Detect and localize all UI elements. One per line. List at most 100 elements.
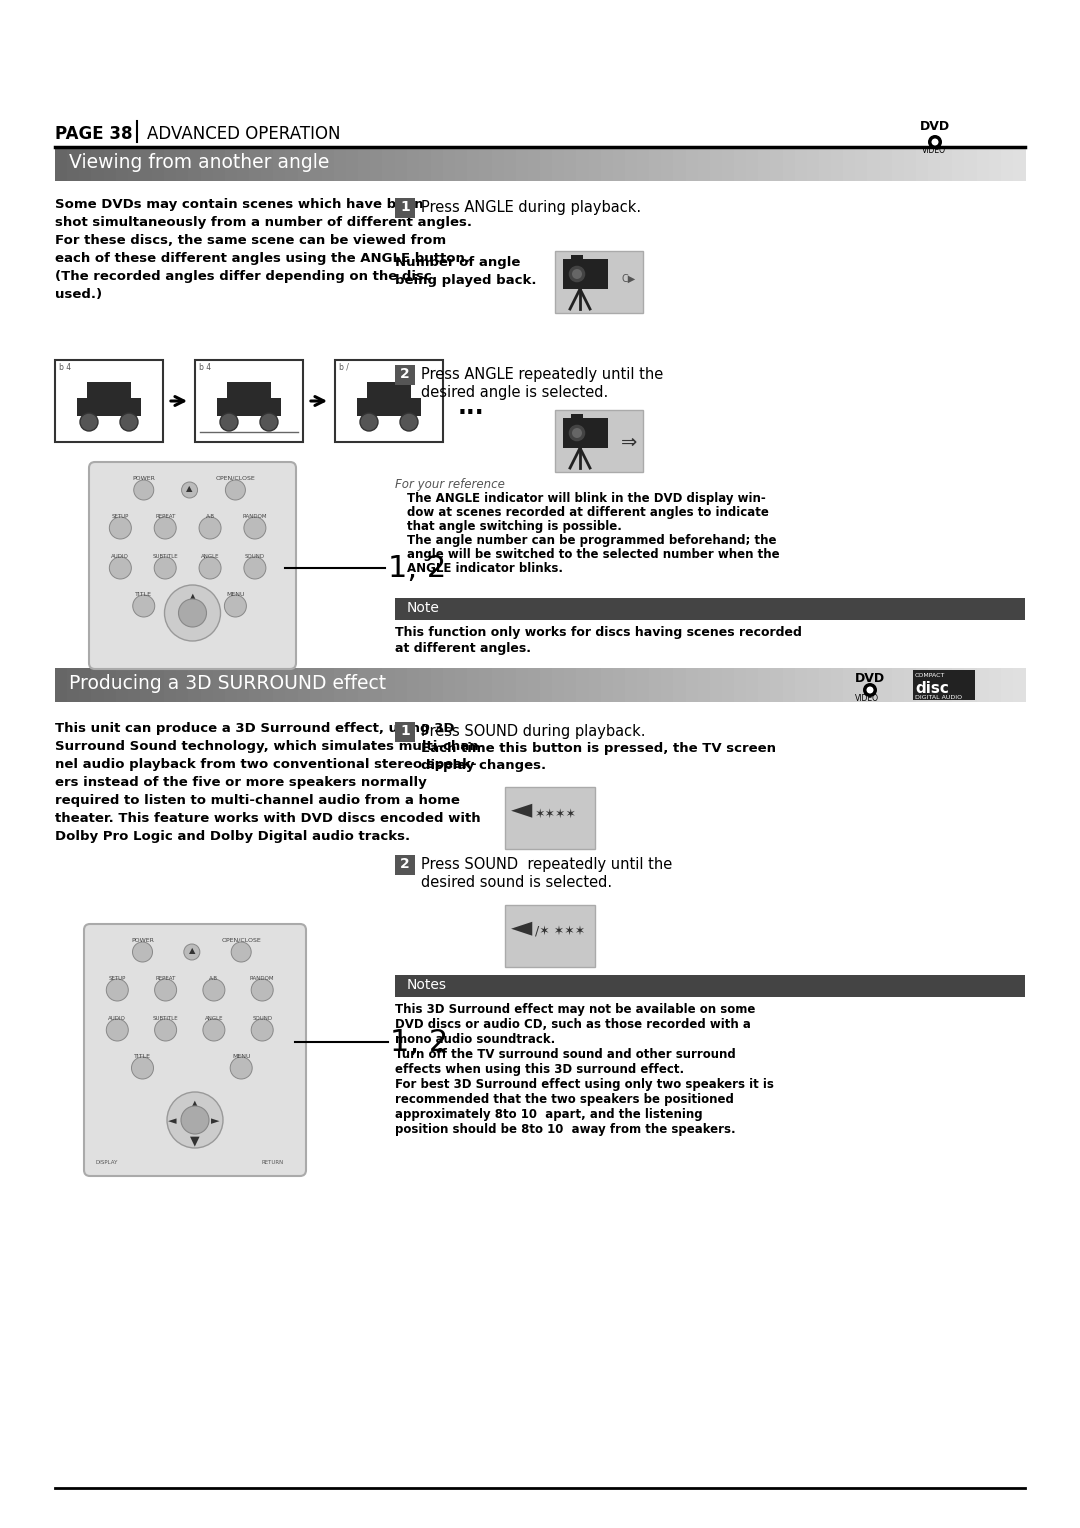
Bar [746, 148, 759, 180]
Text: 2: 2 [400, 857, 410, 871]
Bar [431, 148, 444, 180]
Circle shape [928, 134, 942, 150]
Text: RETURN: RETURN [262, 1160, 284, 1164]
Circle shape [252, 979, 273, 1001]
Bar [1001, 148, 1014, 180]
Text: TITLE: TITLE [135, 591, 152, 597]
Text: MENU: MENU [226, 591, 245, 597]
Bar [637, 668, 650, 701]
Text: VIDEO: VIDEO [922, 147, 946, 154]
Bar [625, 148, 638, 180]
Bar [892, 148, 905, 180]
Text: OPEN/CLOSE: OPEN/CLOSE [221, 938, 261, 943]
Bar [261, 668, 274, 701]
Bar [227, 382, 271, 400]
Bar [225, 668, 238, 701]
Bar [879, 668, 893, 701]
Circle shape [400, 413, 418, 431]
Bar [552, 148, 565, 180]
Bar [116, 668, 129, 701]
Bar [661, 668, 674, 701]
Bar [879, 148, 893, 180]
Text: ANGLE indicator blinks.: ANGLE indicator blinks. [407, 562, 563, 575]
Bar [55, 361, 163, 442]
Bar [770, 668, 783, 701]
Bar [555, 251, 643, 313]
Circle shape [178, 599, 206, 626]
Bar [953, 148, 966, 180]
Bar [359, 148, 372, 180]
Bar [104, 148, 117, 180]
Circle shape [109, 516, 132, 539]
Circle shape [225, 594, 246, 617]
Bar [734, 148, 747, 180]
Bar [285, 668, 298, 701]
Bar [127, 668, 140, 701]
Bar [843, 148, 856, 180]
Bar [468, 668, 481, 701]
Bar [571, 255, 583, 263]
Bar [370, 668, 383, 701]
Text: nel audio playback from two conventional stereo speak-: nel audio playback from two conventional… [55, 758, 476, 772]
Text: b /: b / [339, 364, 349, 371]
Text: Notes: Notes [407, 978, 447, 992]
Bar [419, 148, 432, 180]
Bar [503, 148, 516, 180]
Bar [67, 148, 80, 180]
Bar [1013, 668, 1026, 701]
Bar [213, 148, 226, 180]
Bar [140, 668, 153, 701]
Bar [164, 668, 177, 701]
Circle shape [120, 413, 138, 431]
Text: ADVANCED OPERATION: ADVANCED OPERATION [147, 125, 340, 144]
Text: ▲: ▲ [189, 946, 195, 955]
Bar [443, 668, 456, 701]
Bar [795, 148, 808, 180]
Text: A-B: A-B [205, 513, 215, 520]
Bar [563, 419, 608, 448]
Bar [698, 148, 711, 180]
Bar [394, 668, 407, 701]
Text: Press SOUND  repeatedly until the: Press SOUND repeatedly until the [421, 857, 672, 872]
Text: ⇒: ⇒ [621, 432, 637, 452]
Bar [516, 148, 529, 180]
Bar [940, 148, 954, 180]
Bar [867, 148, 880, 180]
Bar [346, 668, 360, 701]
Text: The angle number can be programmed beforehand; the: The angle number can be programmed befor… [407, 533, 777, 547]
Bar [213, 668, 226, 701]
Bar [152, 668, 165, 701]
Text: Press ANGLE during playback.: Press ANGLE during playback. [421, 200, 642, 215]
FancyBboxPatch shape [89, 461, 296, 669]
Text: at different angles.: at different angles. [395, 642, 531, 656]
Text: SETUP: SETUP [111, 513, 129, 520]
Bar [831, 148, 845, 180]
Bar [310, 148, 323, 180]
Bar [491, 148, 504, 180]
Bar [710, 148, 723, 180]
Circle shape [863, 683, 877, 697]
Bar [710, 668, 723, 701]
Circle shape [109, 558, 132, 579]
Text: SUBTITLE: SUBTITLE [152, 1016, 178, 1021]
Text: ►: ► [211, 1115, 219, 1126]
Text: Producing a 3D SURROUND effect: Producing a 3D SURROUND effect [69, 674, 387, 694]
Circle shape [572, 269, 582, 280]
Bar [661, 148, 674, 180]
Bar [395, 597, 1025, 620]
Text: ▲: ▲ [188, 591, 198, 604]
Text: POWER: POWER [131, 938, 154, 943]
Bar [395, 975, 1025, 996]
Bar [87, 382, 131, 400]
Bar [783, 668, 796, 701]
Circle shape [199, 516, 221, 539]
Bar [916, 148, 929, 180]
Bar [395, 365, 415, 385]
Text: 1: 1 [400, 200, 410, 214]
Bar [55, 668, 68, 701]
Bar [370, 148, 383, 180]
Bar [867, 668, 880, 701]
Text: A-B: A-B [210, 976, 218, 981]
Text: PAGE 38: PAGE 38 [55, 125, 133, 144]
Text: b 4: b 4 [199, 364, 211, 371]
